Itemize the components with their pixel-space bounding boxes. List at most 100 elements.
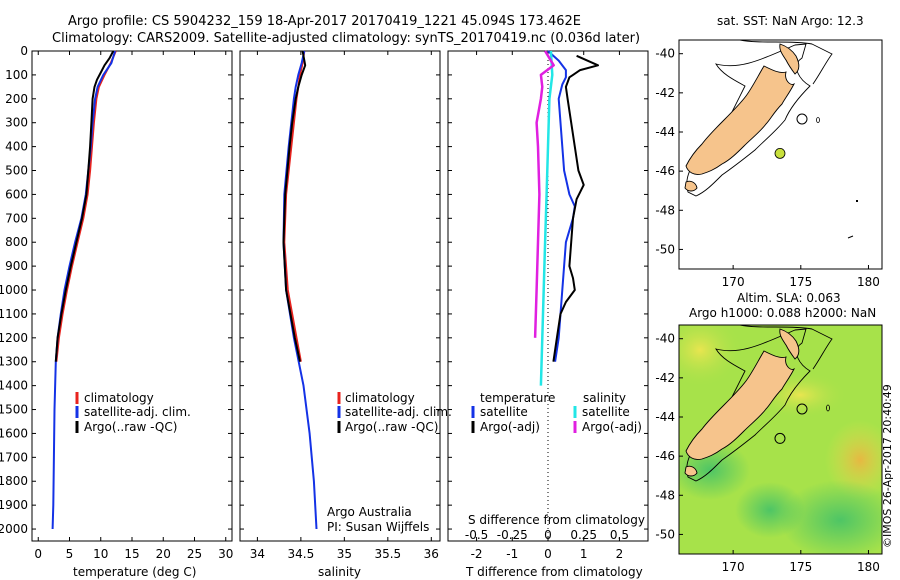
legend-argo-label: Argo(..raw -QC) — [345, 420, 438, 434]
depth-tick-label: 2000 — [0, 522, 28, 536]
depth-tick-label: 900 — [5, 259, 28, 273]
credit-line-1: Argo Australia — [327, 505, 412, 519]
x-tick-label: 20 — [156, 547, 171, 561]
x-top-tick-label: 0.25 — [570, 528, 597, 542]
map-y-tick-label: -48 — [655, 488, 675, 502]
map-x-tick-label: 170 — [722, 275, 745, 289]
depth-tick-label: 0 — [20, 44, 28, 58]
salinity-difference-x-axis: -0.5 -0.25 0 0.25 0.5 — [465, 528, 629, 542]
difference-series — [533, 50, 599, 386]
depth-tick-label: 600 — [5, 187, 28, 201]
salinity-x-axis: 34 34.5 35 35.5 36 — [250, 51, 439, 561]
x-tick-label: -2 — [471, 547, 483, 561]
x-tick-label: 25 — [187, 547, 202, 561]
depth-tick-label: 1900 — [0, 498, 28, 512]
x-tick-label: 34.5 — [288, 547, 315, 561]
depth-tick-label: 800 — [5, 235, 28, 249]
series-line-climatology — [55, 50, 117, 362]
map-y-tick-label: -44 — [655, 125, 675, 139]
sla-map-frame — [678, 324, 883, 555]
depth-tick-label: 1200 — [0, 331, 28, 345]
temperature-panel: 0100200300400500600700800900100011001200… — [0, 44, 233, 579]
south-island-land — [685, 65, 796, 175]
t-difference-label: T difference from climatology — [465, 565, 643, 579]
legend-t-satellite-label: satellite — [480, 405, 528, 419]
legend-climatology-label: climatology — [345, 391, 415, 405]
legend-t-argo-label: Argo(-adj) — [480, 420, 540, 434]
depth-tick-label: 400 — [5, 140, 28, 154]
temperature-legend: climatology satellite-adj. clim. Argo(..… — [75, 391, 191, 434]
series-line-s-satellite — [539, 50, 554, 386]
x-tick-label: 15 — [124, 547, 139, 561]
x-tick-label: 0 — [34, 547, 42, 561]
series-line-t-satellite — [547, 50, 576, 362]
difference-panel: -2 -1 0 1 2 -0.5 -0.25 0 0.25 0.5 S difference f… — [447, 50, 649, 579]
depth-tick-label: 100 — [5, 68, 28, 82]
temperature-axes-box — [31, 50, 233, 542]
depth-tick-label: 500 — [5, 164, 28, 178]
sla-map-north-contour — [739, 325, 833, 370]
depth-tick-label: 1500 — [0, 403, 28, 417]
map-y-tick-label: -40 — [655, 47, 675, 61]
temperature-x-axis: 0 5 10 15 20 25 30 — [34, 51, 233, 561]
depth-tick-label: 1400 — [0, 379, 28, 393]
rise-contour-small — [816, 117, 820, 123]
map-x-tick-label: 175 — [789, 560, 812, 574]
salinity-legend: climatology satellite-adj. clim. Argo(..… — [337, 391, 452, 434]
sla-map-axes: 170 175 180 -40 -42 -44 -46 -48 -50 — [655, 332, 880, 574]
depth-tick-label: 300 — [5, 116, 28, 130]
difference-legend: temperature salinity satellite Argo(-adj… — [471, 391, 642, 434]
series-line-s-argo — [533, 50, 555, 338]
series-line-satellite-adj-clim- — [51, 50, 117, 530]
float-position-marker — [774, 432, 786, 444]
depth-tick-label: 1300 — [0, 355, 28, 369]
map-y-tick-label: -46 — [655, 164, 675, 178]
credit-line-2: PI: Susan Wijffels — [327, 520, 429, 534]
x-tick-label: 36 — [424, 547, 439, 561]
sla-map-title-2: Argo h1000: 0.088 h2000: NaN — [689, 306, 876, 320]
title-line-1: Argo profile: CS 5904232_159 18-Apr-2017… — [68, 14, 581, 29]
map-x-tick-label: 170 — [722, 560, 745, 574]
depth-axis: 0 100 200 300 400 500 600 700 800 900 1000 1100 1200… — [0, 44, 232, 536]
x-tick-label: 1 — [580, 547, 588, 561]
x-tick-label: 0 — [544, 547, 552, 561]
legend-climatology-label: climatology — [84, 391, 154, 405]
depth-tick-label: 1000 — [0, 283, 28, 297]
salinity-panel: 34 34.5 35 35.5 36 salinity climatology sate… — [239, 50, 452, 579]
sla-map: Altim. SLA: 0.063 Argo h1000: 0.088 h200… — [655, 291, 894, 574]
x-top-tick-label: 0 — [544, 528, 552, 542]
legend-s-argo-label: Argo(-adj) — [582, 420, 642, 434]
depth-tick-label: 1100 — [0, 307, 28, 321]
legend-satellite-label: satellite-adj. clim. — [84, 405, 191, 419]
map-y-tick-label: -46 — [655, 449, 675, 463]
x-top-tick-label: -0.5 — [465, 528, 488, 542]
sst-map-axes: 170 175 180 -40 -42 -44 -46 -48 -50 — [655, 47, 880, 289]
series-line-argo-raw-qc- — [54, 50, 115, 362]
temperature-x-label: temperature (deg C) — [73, 565, 196, 579]
series-line-climatology — [283, 50, 306, 362]
sst-map: sat. SST: NaN Argo: 12.3 170 175 180 -40 -42… — [655, 14, 883, 289]
difference-depth-ticks — [448, 50, 648, 530]
x-tick-label: 5 — [66, 547, 74, 561]
x-tick-label: 35.5 — [374, 547, 401, 561]
map-detail — [847, 235, 854, 239]
rise-contour-small — [826, 404, 830, 412]
depth-tick-label: 700 — [5, 211, 28, 225]
salinity-x-label: salinity — [318, 565, 361, 579]
depth-tick-label: 1600 — [0, 426, 28, 440]
rise-contour — [796, 403, 808, 415]
legend-s-satellite-label: satellite — [582, 405, 630, 419]
legend-satellite-label: satellite-adj. clim. — [345, 405, 452, 419]
stewart-island-land — [684, 180, 698, 192]
s-difference-label: S difference from climatology — [468, 513, 645, 527]
sst-map-north-contour — [739, 40, 833, 85]
legend-salinity-header: salinity — [583, 391, 626, 405]
rise-contour — [796, 113, 808, 125]
imos-timestamp: ©IMOS 26-Apr-2017 20:40:49 — [881, 384, 894, 548]
temperature-series — [51, 50, 117, 530]
series-line-t-argo — [552, 54, 599, 362]
map-y-tick-label: -42 — [655, 86, 675, 100]
map-y-tick-label: -42 — [655, 371, 675, 385]
salinity-axes-box — [239, 50, 441, 542]
x-tick-label: 30 — [218, 547, 233, 561]
